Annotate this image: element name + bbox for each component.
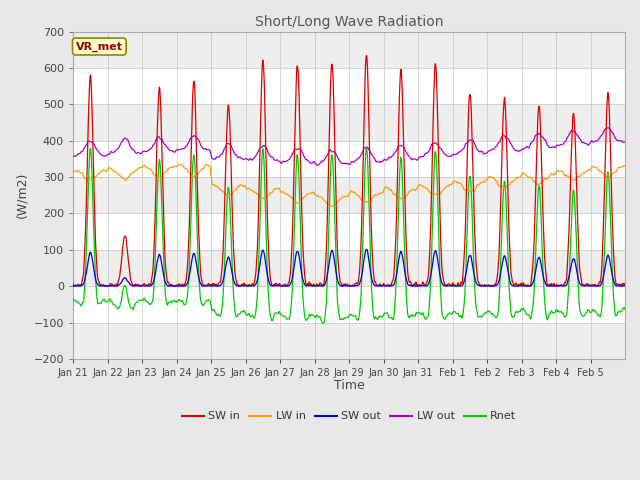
X-axis label: Time: Time (333, 379, 364, 392)
Bar (73, 323, 625, 359)
Bar (73, 104, 625, 141)
Bar (73, 32, 625, 68)
Bar (73, 177, 625, 214)
Title: Short/Long Wave Radiation: Short/Long Wave Radiation (255, 15, 444, 29)
Bar (73, 250, 625, 286)
Y-axis label: (W/m2): (W/m2) (15, 172, 28, 218)
Legend: SW in, LW in, SW out, LW out, Rnet: SW in, LW in, SW out, LW out, Rnet (177, 407, 521, 426)
Text: VR_met: VR_met (76, 41, 123, 52)
